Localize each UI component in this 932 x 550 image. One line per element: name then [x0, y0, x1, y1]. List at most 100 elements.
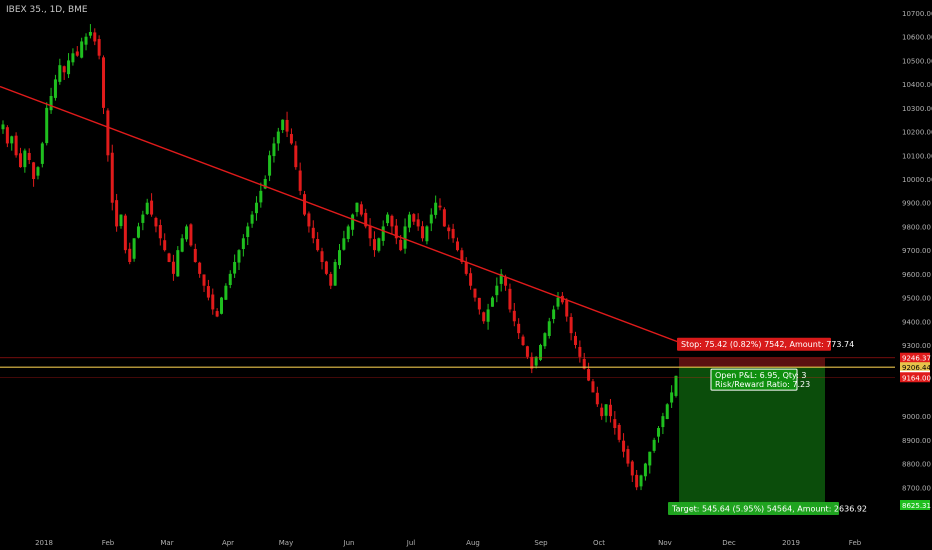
- y-tick-label: 10500.00: [902, 57, 932, 65]
- candle-body: [58, 65, 62, 82]
- candle-body: [648, 451, 652, 466]
- x-tick-label: Apr: [222, 539, 234, 547]
- candle-body: [285, 119, 289, 132]
- candle-body: [272, 143, 276, 157]
- candle-body: [534, 356, 538, 366]
- candle-body: [447, 227, 451, 232]
- candle-body: [582, 358, 586, 369]
- candle-body: [45, 107, 49, 144]
- candle-body: [193, 248, 197, 262]
- y-axis[interactable]: 10700.00 10600.00 10500.00 10400.00 10300.00…: [895, 0, 932, 550]
- candle-body: [670, 392, 674, 403]
- candle-body: [154, 217, 158, 227]
- x-tick-label: Jul: [406, 539, 416, 547]
- candle-body: [180, 238, 184, 252]
- stop-zone: [679, 357, 825, 368]
- candle-body: [14, 135, 18, 156]
- candle-body: [521, 336, 525, 345]
- y-tick-label: 8700.00: [902, 484, 931, 492]
- x-tick-label: Mar: [160, 539, 173, 547]
- candle-body: [158, 225, 162, 239]
- x-tick-label: 2018: [35, 539, 53, 547]
- candle-body: [84, 36, 88, 45]
- candle-body: [587, 369, 591, 381]
- candle-body: [517, 323, 521, 334]
- y-tick-label: 9900.00: [902, 200, 931, 208]
- low-price-text: 9164.00: [902, 374, 931, 382]
- candle-body: [482, 312, 486, 322]
- candle-body: [372, 239, 376, 251]
- x-tick-label: Jun: [343, 539, 355, 547]
- y-tick-label: 10300.00: [902, 105, 932, 113]
- candle-body: [80, 41, 84, 58]
- candle-body: [600, 407, 604, 417]
- candle-body: [110, 152, 114, 203]
- candle-body: [416, 219, 420, 227]
- candle-body: [608, 404, 612, 417]
- candle-body: [595, 392, 599, 405]
- candle-body: [259, 190, 263, 203]
- candle-body: [556, 297, 560, 307]
- candle-body: [311, 227, 315, 239]
- candle-body: [635, 474, 639, 488]
- candle-body: [320, 251, 324, 262]
- candle-body: [460, 250, 464, 262]
- candle-body: [40, 143, 44, 164]
- candle-body: [346, 226, 350, 239]
- y-tick-label: 9800.00: [902, 223, 931, 231]
- candle-body: [394, 225, 398, 239]
- candle-body: [364, 212, 368, 227]
- candle-body: [32, 162, 36, 179]
- candle-body: [573, 335, 577, 345]
- candle-body: [276, 131, 280, 144]
- candle-body: [490, 297, 494, 307]
- candle-body: [102, 57, 106, 108]
- pnl-line-2: Risk/Reward Ratio: 7.23: [715, 380, 810, 389]
- candle-body: [294, 145, 298, 168]
- x-tick-label: Feb: [849, 539, 862, 547]
- candle-body: [442, 209, 446, 227]
- candle-body: [464, 261, 468, 274]
- y-tick-label: 10000.00: [902, 176, 932, 184]
- candle-body: [525, 346, 529, 357]
- candle-body: [289, 134, 293, 144]
- candle-body: [198, 262, 202, 274]
- candle-body: [176, 250, 180, 277]
- candle-body: [263, 179, 267, 189]
- candle-body: [136, 226, 140, 238]
- candle-body: [281, 119, 285, 130]
- candle-body: [220, 297, 224, 314]
- candle-body: [486, 309, 490, 322]
- candle-body: [141, 214, 145, 223]
- x-axis[interactable]: 2018 Feb Mar Apr May Jun Jul Aug Sep Oct Nov Dec 201…: [35, 539, 862, 547]
- candle-body: [233, 262, 237, 274]
- candle-body: [342, 238, 346, 250]
- candle-body: [560, 295, 564, 303]
- target-label-box: [668, 501, 839, 515]
- candle-body: [75, 51, 79, 56]
- candle-body: [93, 32, 97, 42]
- candle-body: [377, 238, 381, 251]
- candle-body: [206, 286, 210, 298]
- x-tick-label: Oct: [593, 539, 605, 547]
- y-tick-label: 10100.00: [902, 152, 932, 160]
- candle-body: [565, 300, 569, 317]
- candle-body: [622, 440, 626, 452]
- candle-body: [539, 345, 543, 360]
- candle-body: [665, 404, 669, 420]
- candle-body: [189, 224, 193, 246]
- x-tick-label: 2019: [782, 539, 800, 547]
- candle-body: [473, 288, 477, 298]
- x-tick-label: May: [279, 539, 293, 547]
- candle-body: [469, 273, 473, 286]
- candle-body: [455, 241, 459, 251]
- target-price-tag: [900, 499, 930, 510]
- candle-body: [316, 239, 320, 251]
- candle-body: [106, 110, 110, 156]
- low-price-tag: [900, 372, 930, 383]
- candle-body: [268, 155, 272, 176]
- y-tick-label: 8800.00: [902, 461, 931, 469]
- target-label: Target: 545.64 (5.95%) 54564, Amount: 26…: [671, 504, 867, 513]
